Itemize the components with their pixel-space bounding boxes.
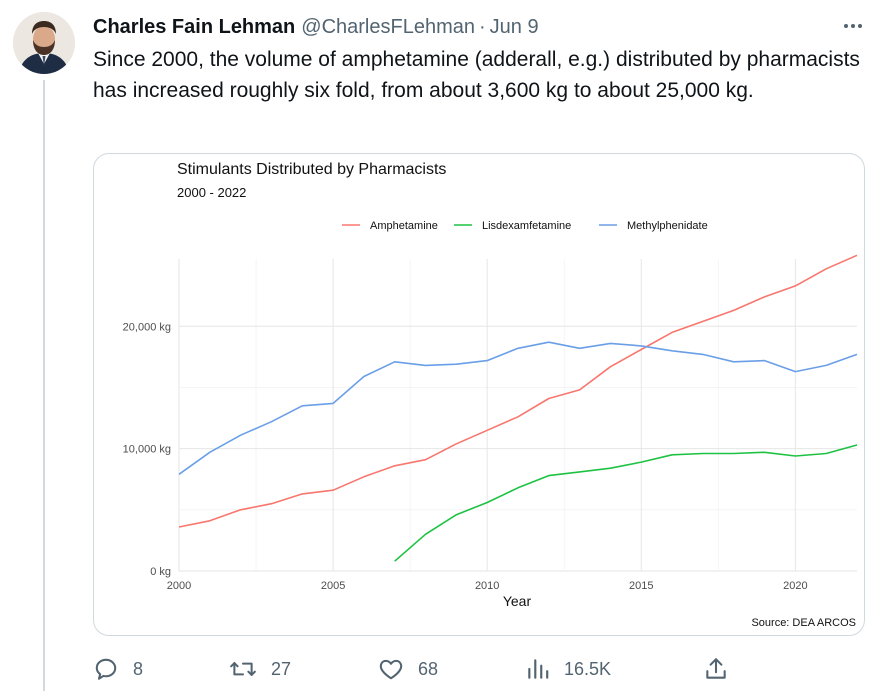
reply-count: 8: [133, 658, 144, 679]
chart-x-axis-label: Year: [503, 593, 532, 609]
views-button[interactable]: 16.5K: [526, 650, 611, 688]
author-name[interactable]: Charles Fain Lehman: [93, 15, 296, 38]
like-count: 68: [418, 658, 439, 679]
retweet-icon: [230, 662, 256, 676]
y-tick-label: 20,000 kg: [123, 321, 171, 333]
analytics-bars-icon: [528, 659, 549, 679]
chart-gridlines: [178, 259, 857, 572]
more-options-button[interactable]: [838, 14, 868, 38]
thread-connector-line: [43, 80, 45, 691]
avatar-image: [13, 12, 75, 74]
x-tick-label: 2020: [783, 580, 807, 592]
retweet-count: 27: [271, 658, 292, 679]
like-button[interactable]: 68: [378, 650, 438, 688]
retweet-button[interactable]: 27: [229, 650, 291, 688]
reply-icon: [95, 658, 117, 680]
view-count: 16.5K: [564, 658, 612, 679]
legend-label-amphetamine: Amphetamine: [370, 220, 438, 232]
reply-button[interactable]: 8: [93, 650, 143, 688]
author-handle[interactable]: @CharlesFLehman: [301, 15, 475, 38]
chart-subtitle: 2000 - 2022: [177, 185, 246, 200]
tweet-header: Charles Fain Lehman @CharlesFLehman · Ju…: [93, 12, 873, 42]
chart-series: [178, 254, 858, 562]
x-tick-label: 2015: [629, 580, 653, 592]
tweet-date[interactable]: Jun 9: [489, 15, 539, 38]
heart-icon: [379, 659, 403, 680]
series-line-methylphenidate: [178, 341, 858, 475]
chart-svg: Stimulants Distributed by Pharmacists 20…: [123, 161, 858, 629]
tweet-media-chart[interactable]: Stimulants Distributed by Pharmacists 20…: [93, 153, 865, 636]
header-separator: ·: [479, 15, 486, 38]
y-tick-label: 10,000 kg: [123, 444, 171, 456]
legend-label-methylphenidate: Methylphenidate: [627, 220, 708, 232]
share-button[interactable]: [703, 650, 729, 688]
series-line-amphetamine: [178, 254, 858, 528]
chart-source-note: Source: DEA ARCOS: [751, 617, 856, 629]
tweet-text: Since 2000, the volume of amphetamine (a…: [93, 48, 860, 102]
y-tick-label: 0 kg: [150, 566, 171, 578]
tweet-actions-bar: 8 27 68 16.5K: [93, 650, 863, 688]
x-tick-label: 2005: [321, 580, 345, 592]
series-line-lisdexamfetamine: [394, 444, 858, 562]
chart-legend: Amphetamine Lisdexamfetamine Methylphenida…: [342, 220, 708, 232]
x-tick-label: 2000: [167, 580, 191, 592]
more-horizontal-icon: [844, 24, 862, 28]
share-icon: [706, 658, 726, 679]
avatar[interactable]: [13, 12, 75, 74]
legend-label-lisdexamfetamine: Lisdexamfetamine: [482, 220, 571, 232]
chart-ticks: 2000 2005 2010 2015 2020 0 kg 10,000 kg 20,000 …: [123, 321, 808, 592]
chart-title: Stimulants Distributed by Pharmacists: [177, 161, 446, 178]
x-tick-label: 2010: [475, 580, 499, 592]
